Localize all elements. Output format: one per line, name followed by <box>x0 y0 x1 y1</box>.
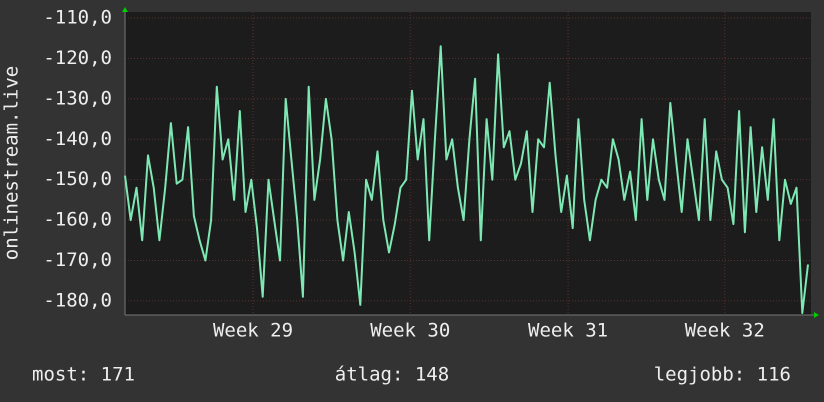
y-tick-label: -150,0 <box>43 168 112 190</box>
footer-best: legjobb: 116 <box>654 364 791 386</box>
x-tick-label: Week 29 <box>213 320 293 342</box>
y-axis-label: onlinestream.live <box>1 66 23 260</box>
y-tick-label: -140,0 <box>43 128 112 150</box>
x-tick-label: Week 30 <box>370 320 450 342</box>
footer-average: átlag: 148 <box>335 364 449 386</box>
y-tick-label: -180,0 <box>43 289 112 311</box>
y-tick-label: -110,0 <box>43 7 112 29</box>
x-tick-label: Week 32 <box>685 320 765 342</box>
data-line <box>124 45 809 314</box>
y-tick-label: -160,0 <box>43 209 112 231</box>
axis-arrow <box>122 7 128 12</box>
axis-arrow <box>814 312 819 318</box>
footer-current: most: 171 <box>32 364 135 386</box>
y-tick-label: -170,0 <box>43 249 112 271</box>
y-tick-label: -120,0 <box>43 47 112 69</box>
y-tick-label: -130,0 <box>43 87 112 109</box>
x-tick-label: Week 31 <box>528 320 608 342</box>
